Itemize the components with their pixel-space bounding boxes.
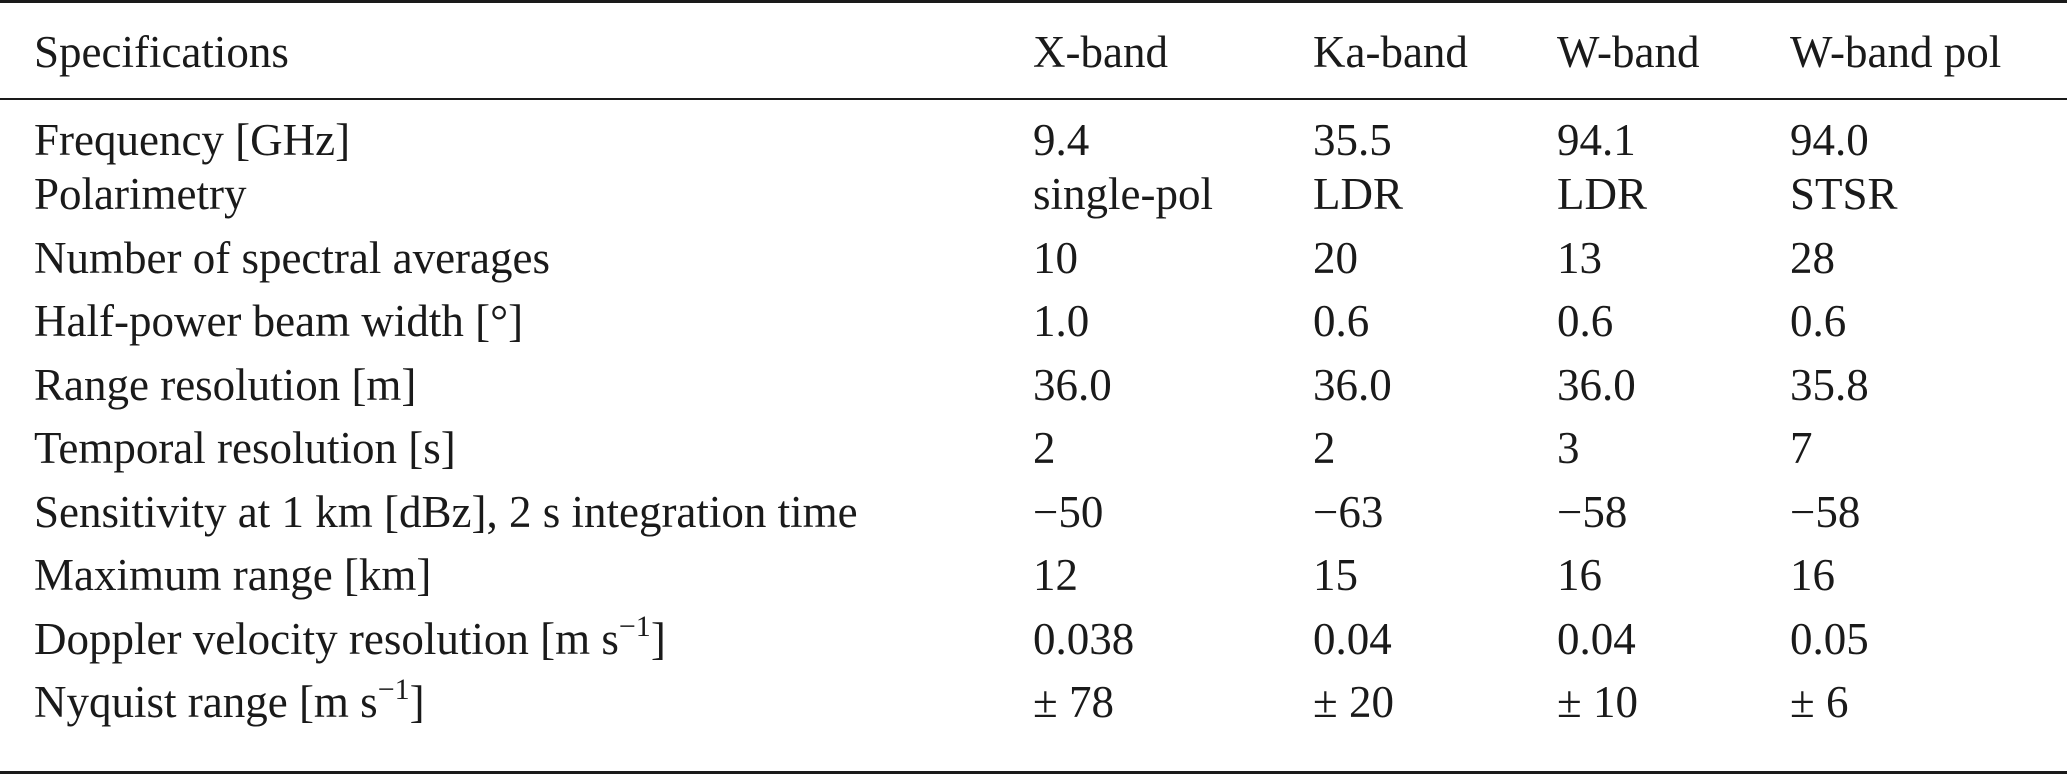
- specifications-table: Specifications X-band Ka-band W-band W-b…: [0, 0, 2067, 735]
- row-label: Range resolution [m]: [34, 359, 417, 410]
- row-label: Doppler velocity resolution [m s−1]: [0, 608, 1033, 672]
- cell-value: −63: [1313, 486, 1384, 537]
- table-top-rule: [0, 0, 2067, 3]
- cell-value: ± 78: [1033, 677, 1114, 728]
- row-label-suffix: ]: [409, 677, 425, 728]
- cell-value: 28: [1790, 232, 1835, 283]
- cell-value: 36.0: [1313, 359, 1392, 410]
- table-bottom-rule: [0, 771, 2067, 774]
- cell-value: 2: [1033, 423, 1056, 474]
- cell-value: 20: [1313, 232, 1358, 283]
- row-label-text: Doppler velocity resolution [m s: [34, 613, 619, 664]
- header-w-band: W-band: [1557, 26, 1700, 77]
- cell-value: ± 20: [1313, 677, 1394, 728]
- header-ka-band: Ka-band: [1313, 26, 1468, 77]
- cell-value: LDR: [1313, 169, 1403, 220]
- cell-value: 94.1: [1557, 115, 1636, 165]
- table-row: Number of spectral averages 10 20 13 28: [0, 227, 2067, 291]
- cell-value: 0.038: [1033, 613, 1135, 664]
- cell-value: 36.0: [1557, 359, 1636, 410]
- table-header-rule: [0, 98, 2067, 100]
- table-row: Half-power beam width [°] 1.0 0.6 0.6 0.…: [0, 290, 2067, 354]
- table-header-row: Specifications X-band Ka-band W-band W-b…: [0, 0, 2067, 98]
- cell-value: 0.04: [1557, 613, 1636, 664]
- row-label-text: Nyquist range [m s: [34, 677, 378, 728]
- cell-value: 35.8: [1790, 359, 1869, 410]
- cell-value: LDR: [1557, 169, 1647, 220]
- row-label: Polarimetry: [34, 169, 247, 220]
- cell-value: 10: [1033, 232, 1078, 283]
- cell-value: 35.5: [1313, 115, 1392, 165]
- row-label: Frequency [GHz]: [34, 115, 351, 165]
- cell-value: 16: [1557, 550, 1602, 601]
- cell-value: −50: [1033, 486, 1104, 537]
- table-row: Nyquist range [m s−1] ± 78 ± 20 ± 10 ± 6: [0, 671, 2067, 735]
- cell-value: 0.6: [1790, 296, 1847, 347]
- cell-value: 0.6: [1557, 296, 1614, 347]
- cell-value: −58: [1557, 486, 1628, 537]
- header-w-band-pol: W-band pol: [1790, 26, 2002, 77]
- row-label-superscript: −1: [618, 609, 651, 643]
- cell-value: 36.0: [1033, 359, 1112, 410]
- table-row: Maximum range [km] 12 15 16 16: [0, 544, 2067, 608]
- row-label: Nyquist range [m s−1]: [0, 671, 1033, 735]
- cell-value: 0.05: [1790, 613, 1869, 664]
- cell-value: 7: [1790, 423, 1813, 474]
- cell-value: single-pol: [1033, 169, 1213, 220]
- cell-value: ± 10: [1557, 677, 1638, 728]
- row-label: Half-power beam width [°]: [34, 296, 524, 347]
- header-x-band: X-band: [1033, 26, 1168, 77]
- table-row: Sensitivity at 1 km [dBz], 2 s integrati…: [0, 481, 2067, 545]
- table-row: Frequency [GHz] 9.4 35.5 94.1 94.0: [0, 98, 2067, 163]
- cell-value: 3: [1557, 423, 1580, 474]
- row-label-superscript: −1: [377, 673, 410, 707]
- cell-value: ± 6: [1790, 677, 1849, 728]
- cell-value: 2: [1313, 423, 1336, 474]
- row-label: Temporal resolution [s]: [34, 423, 456, 474]
- row-label: Sensitivity at 1 km [dBz], 2 s integrati…: [34, 486, 858, 537]
- row-label: Number of spectral averages: [34, 232, 551, 283]
- cell-value: 0.6: [1313, 296, 1370, 347]
- cell-value: 15: [1313, 550, 1358, 601]
- cell-value: 1.0: [1033, 296, 1090, 347]
- cell-value: −58: [1790, 486, 1861, 537]
- row-label: Maximum range [km]: [34, 550, 432, 601]
- header-specifications: Specifications: [34, 26, 289, 77]
- cell-value: 9.4: [1033, 115, 1090, 165]
- table-row: Polarimetry single-pol LDR LDR STSR: [0, 163, 2067, 227]
- cell-value: 94.0: [1790, 115, 1869, 165]
- cell-value: 12: [1033, 550, 1078, 601]
- table-row: Range resolution [m] 36.0 36.0 36.0 35.8: [0, 354, 2067, 418]
- table-row: Doppler velocity resolution [m s−1] 0.03…: [0, 608, 2067, 672]
- cell-value: 13: [1557, 232, 1602, 283]
- table-row: Temporal resolution [s] 2 2 3 7: [0, 417, 2067, 481]
- cell-value: 0.04: [1313, 613, 1392, 664]
- cell-value: STSR: [1790, 169, 1898, 220]
- row-label-suffix: ]: [650, 613, 666, 664]
- cell-value: 16: [1790, 550, 1835, 601]
